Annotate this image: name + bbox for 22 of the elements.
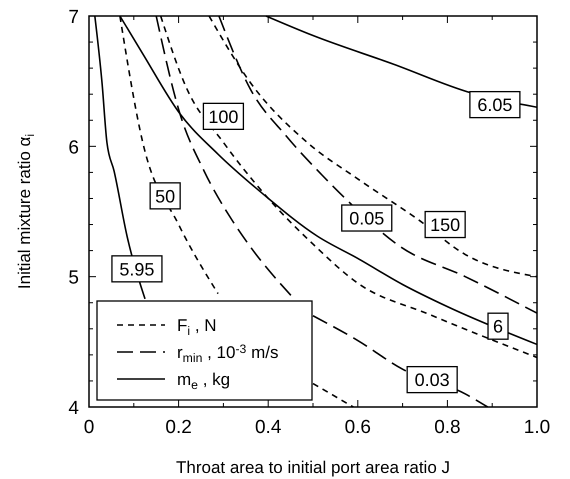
x-tick-label: 0.2 <box>165 417 192 438</box>
x-tick-label: 0.4 <box>254 417 282 438</box>
x-tick-label: 0.6 <box>344 417 372 438</box>
annotation: 50 <box>155 186 176 206</box>
legend-label: m$_{e}$ , kg <box>177 370 230 392</box>
y-tick-label: 7 <box>68 7 79 28</box>
legend-label: F$_{i}$ , N <box>177 316 217 338</box>
x-axis-title: Throat area to initial port area ratio J <box>176 458 450 477</box>
annotation: 6 <box>493 316 504 337</box>
x-tick-label: 1.0 <box>524 417 550 438</box>
annotation: 0.03 <box>414 370 450 390</box>
annotation: 100 <box>208 106 238 127</box>
annotation: 5.95 <box>119 259 154 280</box>
annotation: 150 <box>430 215 460 236</box>
y-tick-label: 6 <box>68 137 79 158</box>
legend-label: r$_{min}$ , 10$^{-3}$ m/s <box>177 342 278 365</box>
x-tick-label: 0.8 <box>434 417 461 438</box>
y-tick-label: 5 <box>68 268 79 289</box>
annotation: 6.05 <box>477 95 512 116</box>
y-tick-label: 4 <box>68 398 80 419</box>
x-tick-label: 0 <box>84 417 94 438</box>
annotation: 0.05 <box>349 208 384 229</box>
